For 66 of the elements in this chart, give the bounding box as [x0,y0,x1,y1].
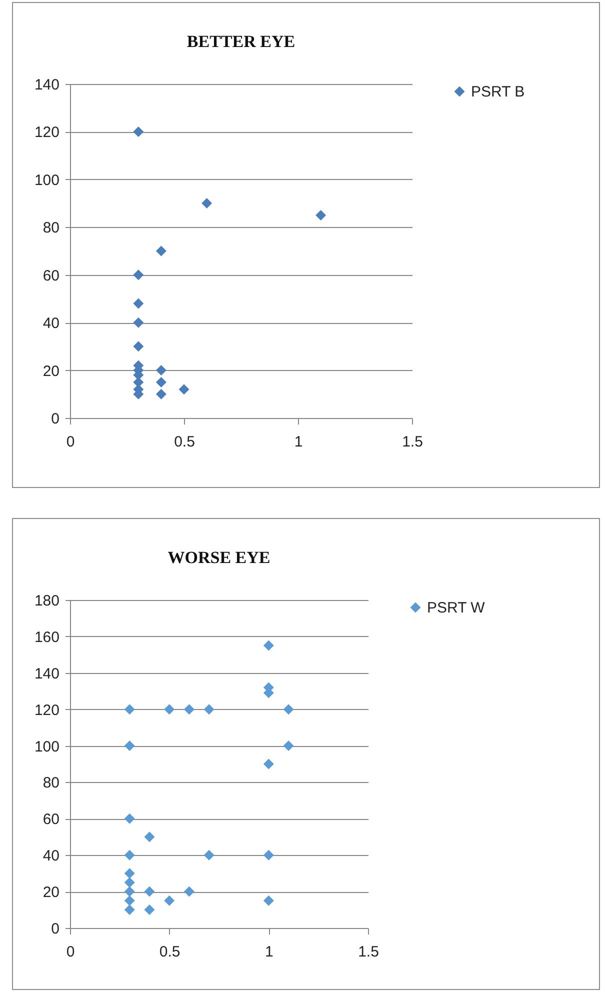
point [283,740,294,752]
point [133,298,144,309]
chart-title: BETTER EYE [186,32,296,51]
point [156,376,166,388]
y-tick-label: 120 [34,702,60,719]
point [133,317,144,328]
point [178,384,190,395]
point [124,895,135,906]
point [124,813,135,824]
point [156,246,166,256]
y-tick-label: 100 [34,172,60,189]
point [184,886,194,897]
x-tick-label: 1.5 [402,434,423,450]
point [124,740,135,752]
point [124,850,135,860]
y-tick-label: 100 [34,738,60,756]
legend-label: PSRT W [427,600,486,616]
point [124,877,135,888]
point [263,758,274,770]
y-tick-label: 60 [42,811,60,828]
x-tick-label: 0 [66,944,75,960]
legend-label: PSRT B [471,84,525,100]
y-tick-label: 140 [34,76,60,94]
point [124,704,135,715]
y-tick-label: 0 [51,410,60,428]
point [263,850,274,860]
point [133,341,144,352]
point [184,704,194,715]
x-tick-label: 1.5 [358,944,379,960]
point [144,886,155,897]
point [263,640,274,651]
y-tick-label: 80 [42,774,60,792]
point [133,126,144,137]
point [263,895,274,906]
y-tick-label: 20 [42,362,60,380]
point [316,210,326,220]
point [164,704,175,715]
y-tick-label: 40 [42,848,60,865]
y-tick-label: 40 [42,315,60,332]
point [164,895,175,906]
x-tick-label: 0 [66,434,75,450]
x-tick-label: 1 [294,434,303,450]
point [144,832,155,842]
y-tick-label: 60 [42,267,60,284]
point [204,704,214,715]
y-tick-label: 80 [42,220,60,237]
point [124,904,135,916]
point [204,850,214,860]
y-tick-label: 180 [34,592,60,610]
x-tick-label: 1 [264,944,274,960]
x-tick-label: 0.5 [159,944,180,960]
y-tick-label: 20 [42,884,60,902]
point [144,904,155,916]
point [124,868,135,879]
y-tick-label: 120 [34,124,60,142]
point [283,704,294,715]
point [156,388,166,400]
y-tick-label: 160 [34,628,60,646]
x-tick-label: 0.5 [174,434,195,450]
y-tick-label: 0 [51,920,60,938]
point [156,365,166,376]
y-tick-label: 140 [34,665,60,682]
point [124,886,135,897]
chart-title: WORSE EYE [168,548,270,567]
point [202,198,212,209]
point [133,270,144,280]
